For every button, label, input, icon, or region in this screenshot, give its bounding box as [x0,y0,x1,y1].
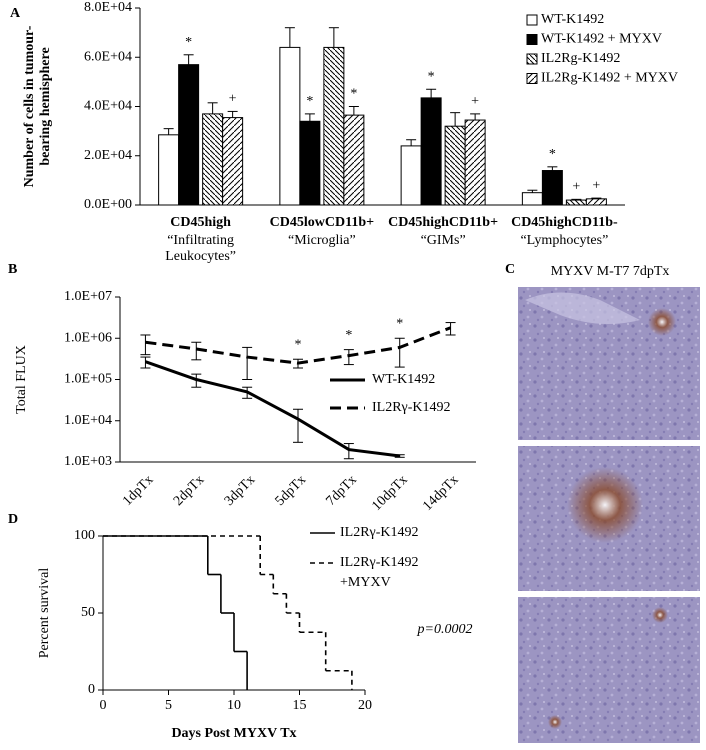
bar [202,113,224,206]
significance-marker: * [428,69,435,84]
x-tick-label: 10 [227,698,241,713]
micrograph [518,597,700,743]
legend-label-box: IL2Rγ-K1492 [340,525,419,540]
category-note: “GIMs” [421,233,466,248]
y-axis-label: Number of cells in tumour- [22,25,37,187]
legend-swatch [526,34,538,45]
significance-marker: + [592,178,600,193]
x-tick-label: CD45lowCD11b+ [270,215,374,230]
y-axis-label: Total FLUX [14,345,29,414]
bar [178,64,200,206]
y-tick-label: 1.0E+06 [64,330,112,345]
significance-marker: * [345,328,352,343]
y-tick-label: 1.0E+05 [64,372,112,387]
x-tick-label: 3dpTx [222,472,258,508]
legend-swatch [526,53,538,65]
panel-label: D [8,512,18,527]
significance-marker: * [306,94,313,109]
stain [548,715,562,729]
series-line [144,360,400,458]
x-tick-label: 2dpTx [171,472,207,508]
bar [400,145,422,206]
panel-c: C MYXV M-T7 7dpTx [505,262,700,743]
y-tick-label: 1.0E+07 [64,289,112,304]
legend-label: IL2Rγ-K1492 [372,400,451,415]
legend-label: IL2Rγ-K1492 +MYXV [340,555,419,590]
significance-marker: + [229,92,237,107]
significance-marker: * [396,316,403,331]
bar [565,199,587,206]
x-tick-label: CD45highCD11b+ [388,215,498,230]
y-tick-label: 4.0E+04 [84,99,132,114]
bar [541,170,563,206]
bar [420,97,442,206]
bar [444,125,466,206]
significance-marker: * [549,147,556,162]
bar [323,46,345,206]
legend-label: IL2Rg-K1492 [541,51,620,66]
legend-label: WT-K1492 [372,372,435,387]
significance-marker: * [295,337,302,352]
significance-marker: + [572,180,580,195]
x-tick-label: 0 [100,698,107,713]
significance-marker: * [185,35,192,50]
bar [585,198,607,206]
x-tick-label: 5 [165,698,172,713]
panel-label: C [505,262,515,277]
x-tick-label: 14dpTx [420,472,461,513]
category-note: “Infiltrating [167,233,234,248]
y-tick-label: 100 [74,528,95,543]
panel-label: B [8,262,17,277]
panel-title: MYXV M-T7 7dpTx [551,264,670,279]
x-tick-label: 1dpTx [120,472,156,508]
category-note: “Lymphocytes” [520,233,608,248]
y-tick-label: 1.0E+03 [64,454,112,469]
legend-label: WT-K1492 [541,12,604,27]
legend-swatch [526,14,538,26]
x-tick-label: 15 [293,698,307,713]
x-axis-label: Days Post MYXV Tx [171,726,296,741]
bar [158,134,180,206]
y-tick-label: 8.0E+04 [84,0,132,15]
legend-label: WT-K1492 + MYXV [541,32,662,47]
bar [464,119,486,206]
y-axis-label: bearing hemisphere [38,47,53,165]
significance-marker: + [471,94,479,109]
legend-swatch [526,73,538,84]
x-tick-label: 7dpTx [324,472,360,508]
y-axis-label: Percent survival [37,568,52,659]
bar [222,117,244,206]
bar [299,120,321,206]
x-tick-label: 10dpTx [369,472,410,513]
category-note: Leukocytes” [165,249,236,264]
legend-label: IL2Rγ-K1492 [340,525,419,540]
stain [648,308,676,336]
tissue-region [525,292,640,324]
bar [521,192,543,206]
x-tick-label: CD45high [170,215,231,230]
category-note: “Microglia” [288,233,356,248]
x-tick-label: 5dpTx [273,472,309,508]
y-tick-label: 0.0E+00 [84,197,132,212]
panel-label: A [10,6,21,21]
legend-label: IL2Rg-K1492 + MYXV [541,71,678,86]
x-tick-label: 20 [358,698,372,713]
y-tick-label: 50 [81,605,95,620]
annotation: p=0.0002 [417,622,473,637]
y-tick-label: 0 [88,682,95,697]
significance-marker: * [350,87,357,102]
stain [567,467,643,543]
stain [652,607,668,623]
y-tick-label: 1.0E+04 [64,413,112,428]
y-tick-label: 6.0E+04 [84,49,132,64]
y-tick-label: 2.0E+04 [84,148,132,163]
legend-label-box: IL2Rγ-K1492 +MYXV [340,555,419,590]
x-tick-label: CD45highCD11b- [511,215,618,230]
bar [343,114,365,206]
bar [279,46,301,206]
